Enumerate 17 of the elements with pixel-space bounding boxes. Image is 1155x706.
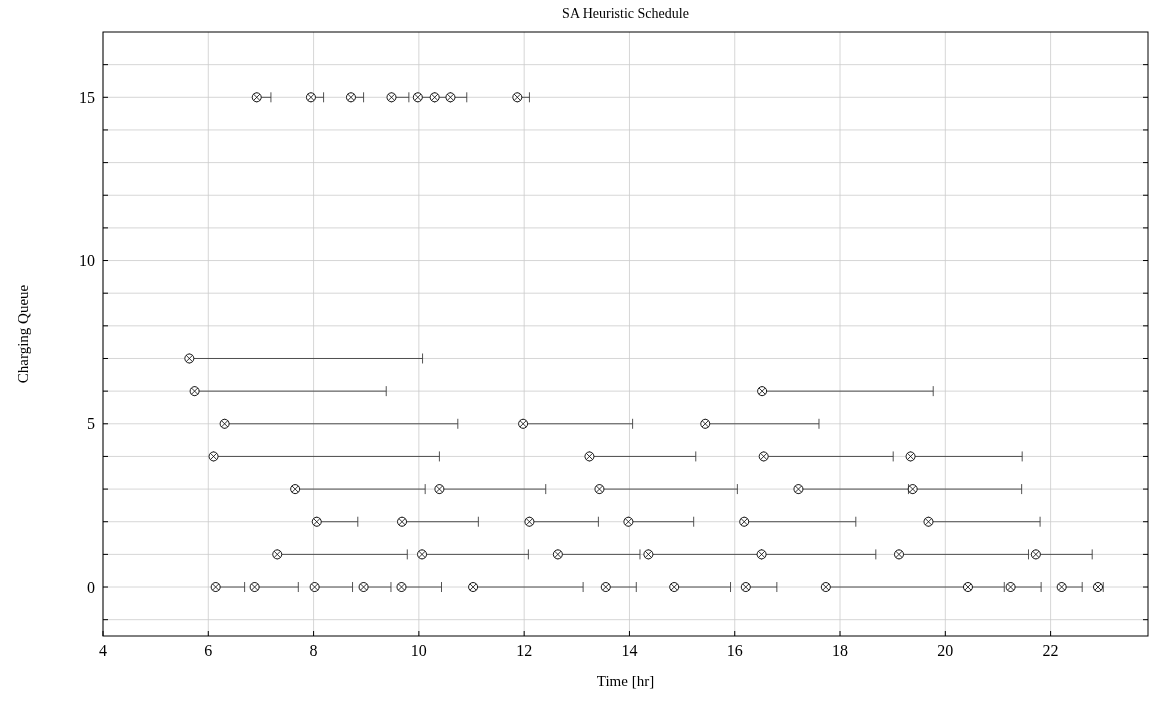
x-tick-label: 4: [99, 642, 107, 659]
chart-title: SA Heuristic Schedule: [562, 6, 689, 21]
y-axis-title: Charging Queue: [15, 284, 31, 384]
y-tick-label: 0: [87, 578, 95, 596]
x-axis-title: Time [hr]: [596, 673, 655, 689]
x-tick-label: 6: [204, 642, 213, 659]
x-tick-label: 12: [516, 642, 533, 659]
x-tick-label: 14: [621, 642, 638, 659]
y-tick-label: 10: [79, 252, 95, 270]
x-tick-label: 16: [726, 642, 743, 659]
x-tick-label: 10: [410, 642, 427, 659]
x-tick-label: 22: [1042, 642, 1059, 659]
y-tick-label: 5: [87, 415, 95, 433]
x-tick-label: 18: [832, 642, 849, 659]
x-tick-label: 20: [937, 642, 954, 659]
y-tick-label: 15: [79, 88, 95, 106]
x-tick-label: 8: [309, 642, 318, 659]
